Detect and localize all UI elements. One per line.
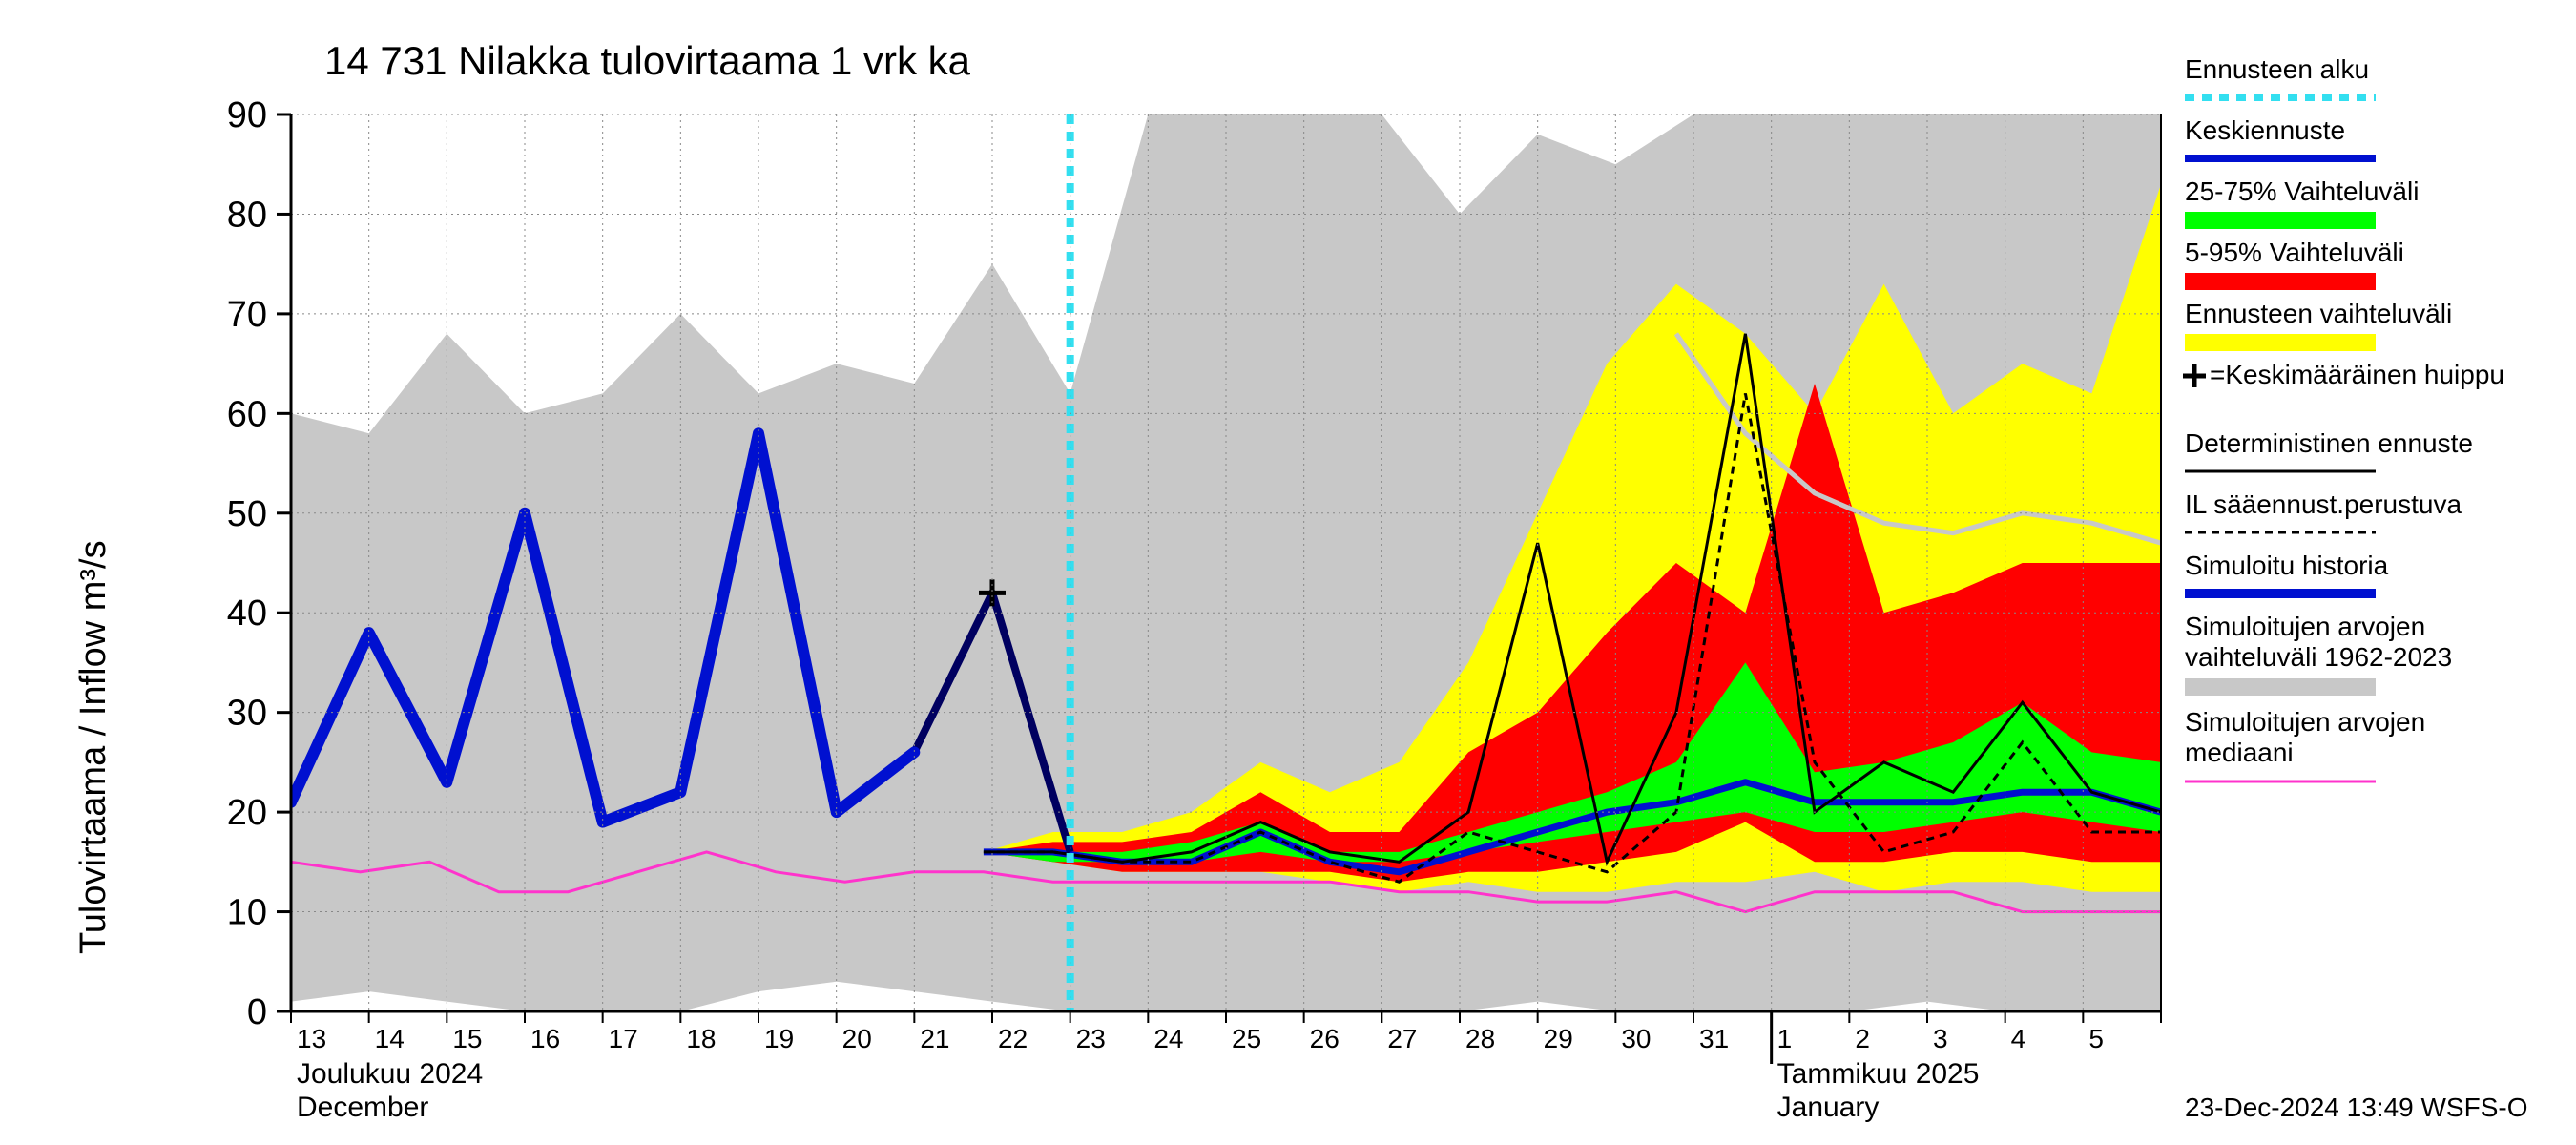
x-tick-label: 16: [530, 1024, 560, 1053]
y-tick-label: 80: [227, 195, 267, 235]
x-tick-label: 19: [764, 1024, 794, 1053]
legend-label: Keskiennuste: [2185, 115, 2345, 145]
legend-swatch: [2185, 678, 2376, 696]
y-tick-label: 60: [227, 394, 267, 434]
y-tick-label: 30: [227, 694, 267, 734]
y-axis-label: Tulovirtaama / Inflow m³/s: [73, 540, 114, 954]
x-tick-label: 17: [609, 1024, 638, 1053]
x-tick-label: 29: [1544, 1024, 1573, 1053]
legend-label: vaihteluväli 1962-2023: [2185, 642, 2452, 672]
x-tick-label: 20: [842, 1024, 872, 1053]
month-label-bottom: January: [1777, 1092, 1880, 1123]
y-tick-label: 10: [227, 893, 267, 933]
legend-label: mediaani: [2185, 738, 2294, 767]
y-tick-label: 20: [227, 793, 267, 833]
inflow-forecast-chart: 0 10 20 30 40 50 60 70 80 90 Tulovirtaama / Inflow…: [0, 0, 2576, 1145]
footer-timestamp: 23-Dec-2024 13:49 WSFS-O: [2185, 1093, 2528, 1122]
x-tick-label: 3: [1933, 1024, 1948, 1053]
legend-label: Ennusteen alku: [2185, 54, 2369, 84]
month-label-bottom: December: [297, 1092, 428, 1123]
y-tick-label: 50: [227, 494, 267, 534]
legend-label: 25-75% Vaihteluväli: [2185, 177, 2419, 206]
x-tick-label: 5: [2088, 1024, 2104, 1053]
month-label-top: Joulukuu 2024: [297, 1058, 483, 1090]
x-tick-label: 1: [1777, 1024, 1793, 1053]
legend-label: 5-95% Vaihteluväli: [2185, 238, 2404, 267]
legend-swatch: [2185, 273, 2376, 290]
chart-title: 14 731 Nilakka tulovirtaama 1 vrk ka: [324, 38, 971, 83]
x-tick-label: 14: [375, 1024, 405, 1053]
legend-swatch: [2185, 212, 2376, 229]
x-tick-label: 30: [1621, 1024, 1651, 1053]
x-tick-label: 13: [297, 1024, 326, 1053]
legend-label: IL sääennust.perustuva: [2185, 489, 2462, 519]
y-tick-label: 0: [247, 992, 267, 1032]
x-tick-label: 31: [1699, 1024, 1729, 1053]
x-tick-label: 15: [452, 1024, 482, 1053]
legend-swatch: [2185, 334, 2376, 351]
x-tick-label: 26: [1310, 1024, 1340, 1053]
x-tick-label: 27: [1387, 1024, 1417, 1053]
legend-label: Deterministinen ennuste: [2185, 428, 2473, 458]
chart-container: 0 10 20 30 40 50 60 70 80 90 Tulovirtaama / Inflow…: [0, 0, 2576, 1145]
legend-label: Simuloitu historia: [2185, 551, 2389, 580]
x-tick-label: 28: [1465, 1024, 1495, 1053]
legend-label: Simuloitujen arvojen: [2185, 707, 2425, 737]
month-label-top: Tammikuu 2025: [1777, 1058, 1980, 1090]
legend-label: Ennusteen vaihteluväli: [2185, 299, 2452, 328]
x-tick-label: 18: [686, 1024, 716, 1053]
x-tick-label: 2: [1855, 1024, 1870, 1053]
y-tick-label: 70: [227, 295, 267, 335]
y-tick-label: 90: [227, 95, 267, 135]
legend-label: Simuloitujen arvojen: [2185, 612, 2425, 641]
x-tick-label: 25: [1232, 1024, 1261, 1053]
x-tick-label: 4: [2011, 1024, 2026, 1053]
x-tick-label: 23: [1076, 1024, 1106, 1053]
y-tick-label: 40: [227, 593, 267, 634]
x-tick-label: 24: [1153, 1024, 1183, 1053]
x-tick-label: 22: [998, 1024, 1028, 1053]
legend-label: =Keskimääräinen huippu: [2210, 360, 2504, 389]
x-tick-label: 21: [920, 1024, 949, 1053]
